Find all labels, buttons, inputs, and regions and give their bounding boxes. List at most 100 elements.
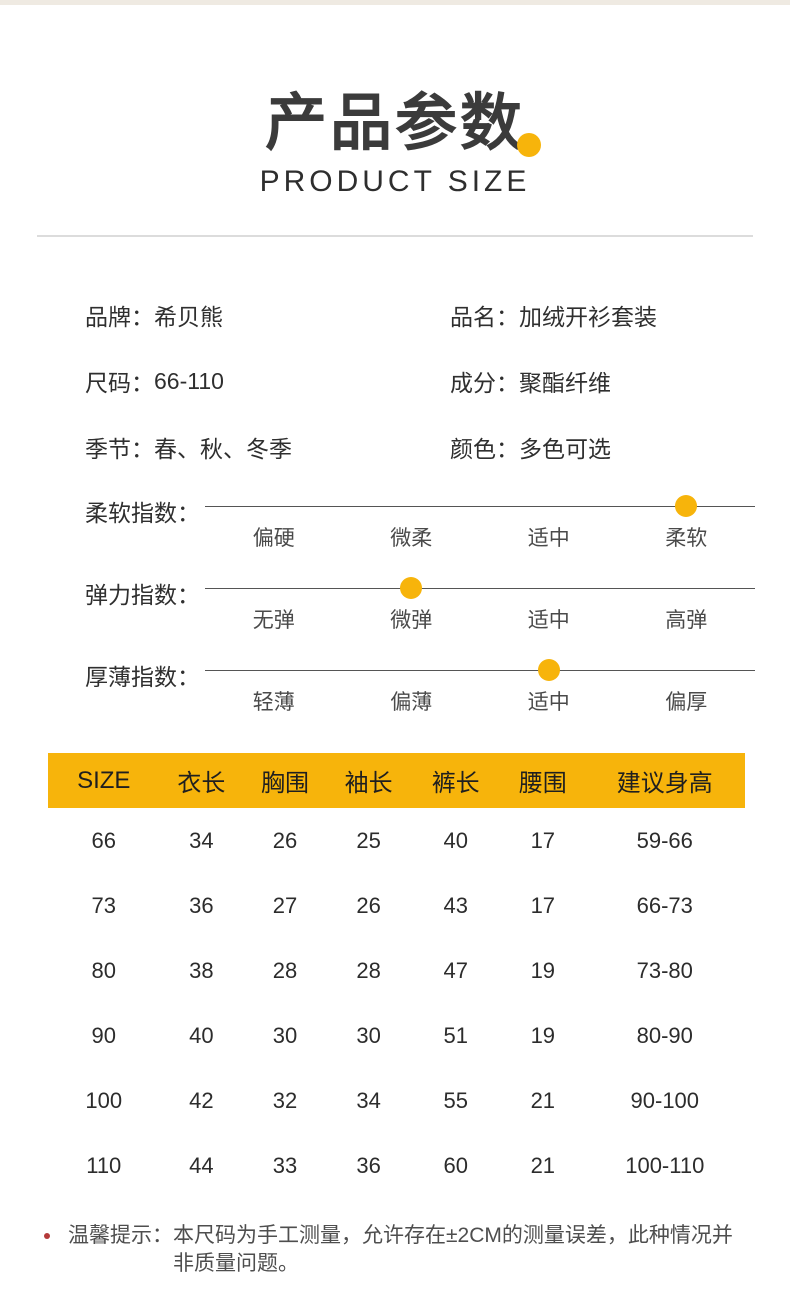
- cell-chest: 26: [272, 827, 298, 853]
- col-header-chest: 胸围: [260, 770, 309, 797]
- info-value: 聚酯纤维: [519, 370, 611, 396]
- info-material: 成分： 聚酯纤维: [450, 348, 790, 414]
- cell-sleeve: 25: [356, 827, 381, 853]
- cell-pants-length: 51: [443, 1022, 468, 1048]
- slider-options: 无弹 微弹 适中 高弹: [205, 604, 755, 634]
- cell-sleeve: 26: [356, 892, 381, 918]
- cell-height: 90-100: [630, 1087, 700, 1113]
- slider-options: 轻薄 偏薄 适中 偏厚: [205, 686, 755, 716]
- info-brand: 品牌： 希贝熊: [85, 282, 450, 348]
- title-accent-dot: [517, 133, 541, 157]
- slider-track: 无弹 微弹 适中 高弹: [205, 562, 755, 644]
- page-title: 产品参数: [265, 93, 541, 157]
- info-label: 品牌：: [85, 304, 154, 330]
- note-bullet-icon: [44, 1233, 50, 1239]
- size-table-header: SIZE 衣长 胸围 袖长 裤长 腰围 建议身高: [48, 753, 745, 808]
- cell-sleeve: 34: [356, 1087, 381, 1113]
- info-value: 希贝熊: [154, 304, 223, 330]
- cell-pants-length: 55: [443, 1087, 468, 1113]
- cell-size: 80: [91, 957, 116, 983]
- slider-track: 偏硬 微柔 适中 柔软: [205, 480, 755, 562]
- info-label: 尺码：: [85, 370, 154, 396]
- cell-size: 66: [91, 827, 116, 853]
- slider-option: 适中: [527, 691, 570, 714]
- slider-line: [205, 670, 755, 671]
- cell-garment-length: 34: [189, 827, 214, 853]
- slider-label: 柔软指数：: [85, 500, 200, 526]
- note-label: 温馨提示：: [68, 1224, 173, 1247]
- slider-track: 轻薄 偏薄 适中 偏厚: [205, 644, 755, 726]
- elasticity-slider: 弹力指数： 无弹 微弹 适中 高弹: [85, 562, 755, 644]
- slider-option: 微柔: [390, 527, 433, 550]
- info-value: 春、秋、冬季: [154, 436, 292, 462]
- info-value: 加绒开衫套装: [519, 304, 657, 330]
- col-header-garment-length: 衣长: [177, 770, 226, 797]
- slider-label: 厚薄指数：: [85, 664, 200, 690]
- slider-option: 无弹: [252, 609, 295, 632]
- slider-option: 偏薄: [390, 691, 433, 714]
- measurement-note: 温馨提示： 本尺码为手工测量，允许存在±2CM的测量误差，此种情况并非质量问题。: [42, 1222, 750, 1278]
- cell-chest: 30: [272, 1022, 298, 1048]
- cell-pants-length: 43: [443, 892, 468, 918]
- col-header-pants-length: 裤长: [431, 770, 480, 797]
- cell-height: 59-66: [636, 827, 693, 853]
- slider-option: 轻薄: [252, 691, 295, 714]
- info-size-range: 尺码： 66-110: [85, 348, 450, 414]
- cell-waist: 17: [530, 892, 556, 918]
- info-label: 季节：: [85, 436, 154, 462]
- cell-garment-length: 40: [189, 1022, 214, 1048]
- page-subtitle: PRODUCT SIZE: [259, 165, 531, 198]
- slider-dot: [537, 659, 560, 681]
- cell-pants-length: 60: [443, 1152, 468, 1178]
- table-row: 66 34 26 25 40 17 59-66: [48, 808, 745, 873]
- cell-waist: 19: [530, 1022, 556, 1048]
- slider-label: 弹力指数：: [85, 582, 200, 608]
- size-table: SIZE 衣长 胸围 袖长 裤长 腰围 建议身高 66 34 26 25 40 …: [48, 753, 745, 1198]
- cell-height: 66-73: [636, 892, 693, 918]
- col-header-size: SIZE: [77, 766, 131, 794]
- col-header-height: 建议身高: [616, 770, 713, 797]
- cell-height: 100-110: [625, 1152, 705, 1178]
- col-header-waist: 腰围: [518, 770, 567, 797]
- cell-sleeve: 30: [356, 1022, 381, 1048]
- cell-waist: 21: [530, 1152, 556, 1178]
- cell-chest: 33: [272, 1152, 298, 1178]
- cell-height: 73-80: [636, 957, 693, 983]
- cell-size: 110: [86, 1152, 122, 1178]
- info-label: 品名：: [450, 304, 519, 330]
- table-row: 73 36 27 26 43 17 66-73: [48, 873, 745, 938]
- softness-slider: 柔软指数： 偏硬 微柔 适中 柔软: [85, 480, 755, 562]
- table-row: 90 40 30 30 51 19 80-90: [48, 1003, 745, 1068]
- cell-waist: 21: [530, 1087, 556, 1113]
- slider-option: 适中: [527, 609, 570, 632]
- slider-dot: [675, 495, 698, 517]
- slider-option: 适中: [527, 527, 570, 550]
- cell-size: 100: [85, 1087, 123, 1113]
- top-edge-strip: [0, 0, 790, 5]
- info-color: 颜色： 多色可选: [450, 414, 790, 480]
- cell-waist: 19: [530, 957, 556, 983]
- title-block: 产品参数 PRODUCT SIZE: [0, 93, 790, 199]
- cell-sleeve: 28: [356, 957, 381, 983]
- info-label: 成分：: [450, 370, 519, 396]
- info-value: 66-110: [154, 367, 224, 394]
- info-label: 颜色：: [450, 436, 519, 462]
- info-product-name: 品名： 加绒开衫套装: [450, 282, 790, 348]
- slider-line: [205, 588, 755, 589]
- slider-option: 偏厚: [665, 691, 708, 714]
- table-row: 80 38 28 28 47 19 73-80: [48, 938, 745, 1003]
- cell-size: 90: [91, 1022, 116, 1048]
- slider-option: 高弹: [665, 609, 708, 632]
- cell-size: 73: [91, 892, 116, 918]
- cell-pants-length: 40: [443, 827, 468, 853]
- slider-option: 偏硬: [252, 527, 295, 550]
- cell-chest: 32: [272, 1087, 298, 1113]
- note-text: 本尺码为手工测量，允许存在±2CM的测量误差，此种情况并非质量问题。: [173, 1224, 733, 1275]
- col-header-sleeve: 袖长: [344, 770, 393, 797]
- cell-pants-length: 47: [443, 957, 468, 983]
- slider-line: [205, 506, 755, 507]
- slider-options: 偏硬 微柔 适中 柔软: [205, 522, 755, 552]
- section-divider: [37, 235, 753, 237]
- cell-garment-length: 38: [189, 957, 214, 983]
- cell-garment-length: 44: [189, 1152, 214, 1178]
